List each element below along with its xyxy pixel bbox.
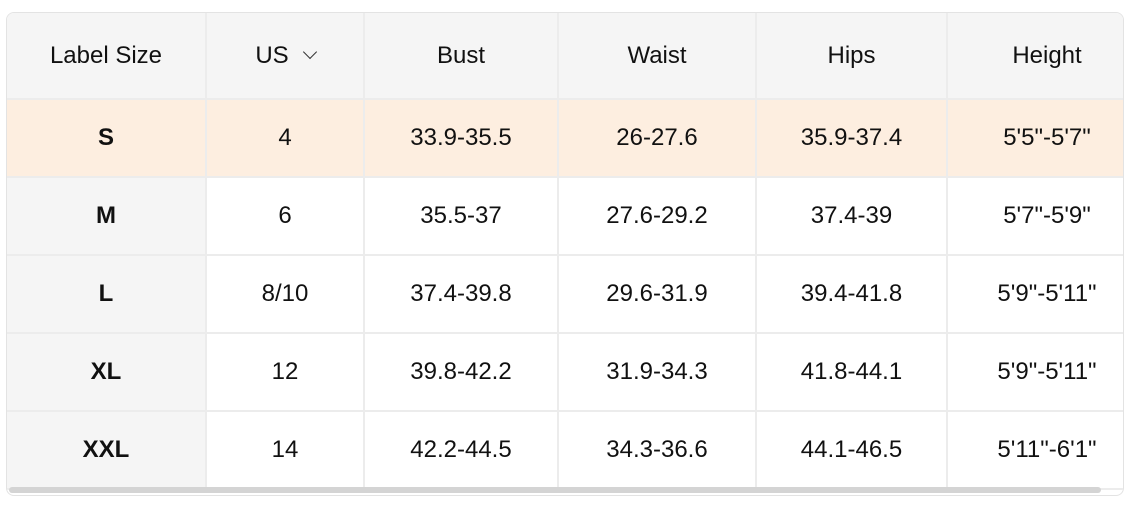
cell-height: 5'5"-5'7" — [947, 99, 1123, 178]
cell-us-size: 12 — [206, 333, 365, 412]
cell-bust: 35.5-37 — [364, 177, 559, 256]
cell-label-size: XL — [7, 333, 207, 412]
header-hips: Hips — [756, 13, 948, 100]
unit-dropdown-label: US — [255, 41, 289, 69]
cell-waist: 27.6-29.2 — [558, 177, 757, 256]
cell-height: 5'7"-5'9" — [947, 177, 1123, 256]
cell-hips: 44.1-46.5 — [756, 411, 948, 490]
cell-height: 5'11"-6'1" — [947, 411, 1123, 490]
table-row[interactable]: M 6 35.5-37 27.6-29.2 37.4-39 5'7"-5'9" — [7, 177, 1123, 256]
cell-label-size: L — [7, 255, 207, 334]
unit-dropdown[interactable]: US — [206, 13, 365, 100]
cell-bust: 42.2-44.5 — [364, 411, 559, 490]
chevron-down-icon — [302, 44, 317, 59]
header-bust: Bust — [364, 13, 559, 100]
table-row[interactable]: XXL 14 42.2-44.5 34.3-36.6 44.1-46.5 5'11"-6'… — [7, 411, 1123, 490]
cell-waist: 29.6-31.9 — [558, 255, 757, 334]
cell-us-size: 8/10 — [206, 255, 365, 334]
horizontal-scrollbar[interactable] — [9, 487, 1101, 493]
cell-height: 5'9"-5'11" — [947, 255, 1123, 334]
cell-us-size: 6 — [206, 177, 365, 256]
table-row[interactable]: L 8/10 37.4-39.8 29.6-31.9 39.4-41.8 5'9"-5'1… — [7, 255, 1123, 334]
cell-hips: 37.4-39 — [756, 177, 948, 256]
cell-us-size: 14 — [206, 411, 365, 490]
table-row[interactable]: S 4 33.9-35.5 26-27.6 35.9-37.4 5'5"-5'7" — [7, 99, 1123, 178]
cell-hips: 41.8-44.1 — [756, 333, 948, 412]
cell-label-size: XXL — [7, 411, 207, 490]
cell-hips: 39.4-41.8 — [756, 255, 948, 334]
cell-hips: 35.9-37.4 — [756, 99, 948, 178]
cell-bust: 39.8-42.2 — [364, 333, 559, 412]
header-height: Height — [947, 13, 1123, 100]
cell-height: 5'9"-5'11" — [947, 333, 1123, 412]
header-waist: Waist — [558, 13, 757, 100]
cell-label-size: S — [7, 99, 207, 178]
cell-bust: 33.9-35.5 — [364, 99, 559, 178]
cell-waist: 26-27.6 — [558, 99, 757, 178]
header-label-size: Label Size — [7, 13, 207, 100]
cell-label-size: M — [7, 177, 207, 256]
table-row[interactable]: XL 12 39.8-42.2 31.9-34.3 41.8-44.1 5'9"-5'11… — [7, 333, 1123, 412]
cell-bust: 37.4-39.8 — [364, 255, 559, 334]
cell-us-size: 4 — [206, 99, 365, 178]
cell-waist: 34.3-36.6 — [558, 411, 757, 490]
header-row: Label Size US Bust Waist Hips Height — [7, 13, 1123, 100]
cell-waist: 31.9-34.3 — [558, 333, 757, 412]
